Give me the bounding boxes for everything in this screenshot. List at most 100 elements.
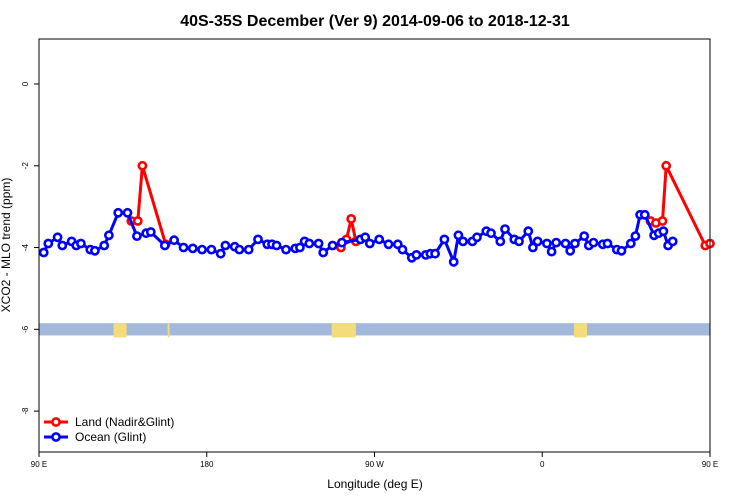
data-point: [360, 232, 371, 243]
x-axis-title: Longitude (deg E): [327, 477, 422, 491]
y-axis: 0 -2 -4 -6 -8: [21, 81, 39, 415]
data-point: [43, 238, 54, 249]
data-point: [430, 248, 440, 259]
data-point: [206, 244, 217, 255]
data-point: [234, 244, 245, 255]
data-point: [90, 245, 100, 256]
data-point: [616, 245, 627, 256]
land-patch: [113, 323, 127, 338]
data-point: [253, 234, 263, 245]
legend-label: Ocean (Glint): [75, 430, 146, 444]
data-point: [532, 236, 543, 247]
data-point: [38, 247, 49, 258]
data-point: [364, 238, 375, 249]
data-point: [639, 209, 650, 220]
data-point: [271, 240, 282, 251]
series-ocean: [38, 207, 678, 268]
data-point: [346, 213, 357, 224]
data-point: [397, 244, 408, 255]
land-patch: [331, 323, 356, 338]
data-point: [630, 231, 641, 241]
legend-marker: [51, 432, 61, 442]
data-point: [411, 249, 422, 260]
y-tick-label: -8: [21, 407, 30, 415]
data-point: [304, 238, 315, 249]
data-point: [169, 235, 179, 246]
data-point: [565, 245, 576, 256]
data-point: [658, 226, 669, 237]
x-tick-label: 0: [540, 460, 545, 469]
data-point: [243, 244, 254, 255]
data-point: [500, 224, 510, 234]
data-point: [113, 207, 124, 218]
y-tick-label: -2: [21, 162, 30, 170]
y-tick-label: -4: [21, 243, 30, 251]
data-point: [495, 236, 506, 247]
land-ocean-band: [39, 323, 710, 338]
data-point: [132, 216, 143, 226]
data-point: [327, 240, 338, 251]
x-axis: 90 E 180 90 W 0 90 E: [31, 452, 718, 469]
data-point: [667, 236, 678, 247]
legend-marker: [51, 417, 61, 427]
data-point: [546, 246, 557, 257]
land-patch: [167, 323, 170, 338]
x-tick-label: 90 E: [702, 460, 718, 469]
data-point: [145, 227, 156, 237]
data-point: [318, 247, 329, 258]
data-point: [57, 240, 68, 251]
data-point: [52, 232, 63, 243]
data-point: [523, 226, 534, 237]
data-point: [560, 238, 571, 249]
data-point: [657, 216, 668, 226]
data-point: [551, 237, 562, 248]
data-point: [570, 238, 580, 249]
data-point: [178, 242, 189, 253]
data-point: [453, 230, 464, 241]
data-point: [137, 160, 148, 171]
data-point: [197, 244, 207, 255]
data-point: [602, 238, 613, 249]
data-point: [439, 234, 450, 245]
data-point: [514, 236, 524, 247]
data-point: [458, 236, 468, 247]
data-point: [215, 248, 226, 259]
data-point: [374, 234, 385, 245]
series-layer: [38, 160, 715, 268]
data-point: [159, 240, 170, 251]
data-point: [294, 242, 305, 253]
data-point: [313, 238, 324, 249]
data-point: [542, 238, 552, 249]
data-point: [99, 240, 110, 251]
y-tick-label: 0: [21, 81, 30, 86]
data-point: [472, 232, 482, 243]
data-point: [104, 230, 114, 241]
legend-item: Land (Nadir&Glint): [44, 415, 174, 429]
y-tick-label: -6: [21, 325, 30, 333]
data-point: [579, 231, 590, 241]
data-point: [76, 238, 86, 249]
data-point: [220, 240, 231, 251]
y-axis-title: XCO2 - MLO trend (ppm): [0, 178, 13, 313]
data-point: [661, 160, 672, 171]
data-point: [448, 256, 459, 267]
legend: Land (Nadir&Glint)Ocean (Glint): [44, 415, 174, 444]
data-point: [336, 237, 347, 248]
series-land: [126, 160, 715, 253]
x-tick-label: 90 E: [31, 460, 47, 469]
data-point: [131, 231, 142, 241]
data-point: [486, 228, 496, 239]
data-point: [528, 242, 538, 253]
land-patch: [573, 323, 587, 338]
x-tick-label: 90 W: [365, 460, 384, 469]
chart-title: 40S-35S December (Ver 9) 2014-09-06 to 2…: [180, 13, 570, 30]
legend-label: Land (Nadir&Glint): [75, 415, 174, 429]
data-point: [281, 244, 291, 255]
data-point: [383, 239, 394, 250]
legend-item: Ocean (Glint): [44, 430, 146, 444]
data-point: [625, 238, 636, 249]
ocean-band: [39, 323, 710, 336]
data-point: [187, 243, 198, 254]
